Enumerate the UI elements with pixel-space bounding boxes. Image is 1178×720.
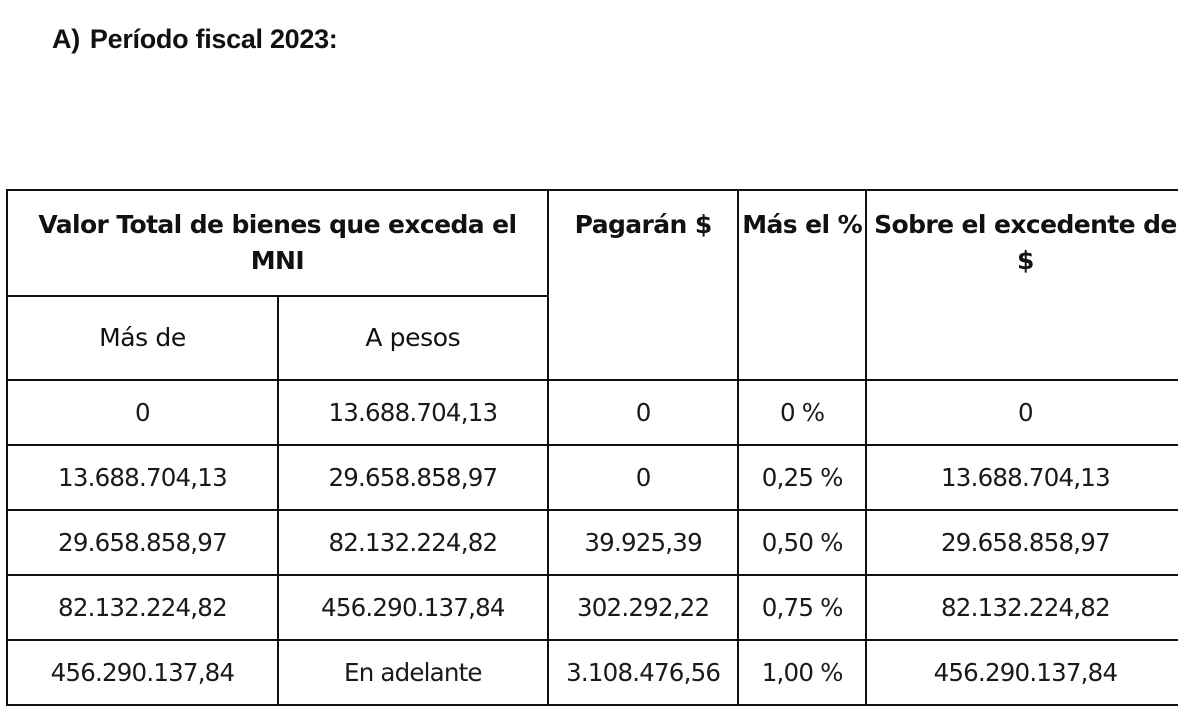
header-a-pesos: A pesos (276, 295, 549, 381)
header-mas-el-porcentaje: Más el % (737, 189, 867, 381)
table-row: 29.658.858,97 82.132.224,82 39.925,39 0,… (6, 509, 1178, 576)
table-row: 13.688.704,13 29.658.858,97 0 0,25 % 13.… (6, 444, 1178, 511)
cell-mas-de: 29.658.858,97 (6, 509, 279, 576)
cell-mas-de: 0 (6, 379, 279, 446)
cell-mas-el-porcentaje: 0,75 % (737, 574, 867, 641)
section-title: Período fiscal 2023: (89, 24, 338, 54)
cell-a-pesos: 13.688.704,13 (276, 379, 549, 446)
cell-sobre-excedente: 29.658.858,97 (864, 509, 1178, 576)
cell-mas-de: 82.132.224,82 (6, 574, 279, 641)
header-sobre-excedente: Sobre el excedente de $ (864, 189, 1178, 381)
cell-sobre-excedente: 456.290.137,84 (864, 639, 1178, 706)
section-heading: A) Período fiscal 2023: (52, 24, 338, 55)
cell-a-pesos: 82.132.224,82 (276, 509, 549, 576)
cell-mas-el-porcentaje: 0,25 % (737, 444, 867, 511)
cell-pagaran: 302.292,22 (546, 574, 740, 641)
subheader-row: Más de A pesos (6, 295, 1178, 381)
cell-a-pesos: En adelante (276, 639, 549, 706)
cell-pagaran: 3.108.476,56 (546, 639, 740, 706)
cell-mas-el-porcentaje: 0 % (737, 379, 867, 446)
table-row: 0 13.688.704,13 0 0 % 0 (6, 379, 1178, 446)
cell-a-pesos: 29.658.858,97 (276, 444, 549, 511)
cell-pagaran: 39.925,39 (546, 509, 740, 576)
tax-bracket-table: Valor Total de bienes que exceda el MNI … (6, 189, 1178, 706)
table-row: 82.132.224,82 456.290.137,84 302.292,22 … (6, 574, 1178, 641)
cell-sobre-excedente: 0 (864, 379, 1178, 446)
header-row: Valor Total de bienes que exceda el MNI … (6, 189, 1178, 381)
cell-pagaran: 0 (546, 379, 740, 446)
section-label: A) (52, 24, 80, 54)
cell-mas-de: 13.688.704,13 (6, 444, 279, 511)
table-row: 456.290.137,84 En adelante 3.108.476,56 … (6, 639, 1178, 706)
header-mas-de: Más de (6, 295, 279, 381)
cell-pagaran: 0 (546, 444, 740, 511)
header-pagaran: Pagarán $ (546, 189, 740, 381)
cell-mas-el-porcentaje: 0,50 % (737, 509, 867, 576)
header-valor-total: Valor Total de bienes que exceda el MNI (6, 189, 549, 297)
cell-mas-el-porcentaje: 1,00 % (737, 639, 867, 706)
cell-a-pesos: 456.290.137,84 (276, 574, 549, 641)
cell-sobre-excedente: 13.688.704,13 (864, 444, 1178, 511)
cell-sobre-excedente: 82.132.224,82 (864, 574, 1178, 641)
cell-mas-de: 456.290.137,84 (6, 639, 279, 706)
